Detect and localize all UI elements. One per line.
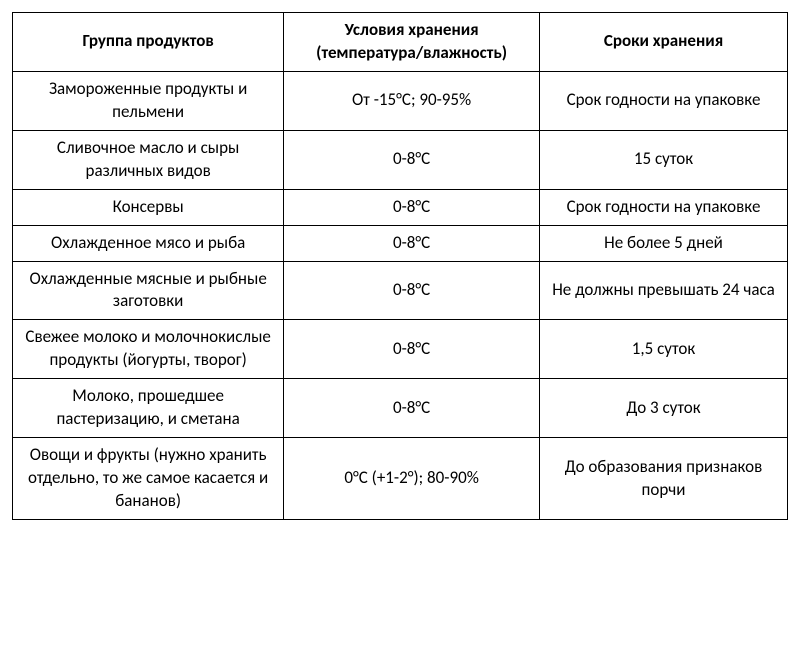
cell-conditions: 0-8°C bbox=[284, 225, 540, 261]
table-row: Свежее молоко и молочнокислые продукты (… bbox=[13, 320, 788, 379]
cell-conditions: 0-8°C bbox=[284, 379, 540, 438]
cell-product-group: Замороженные продукты и пельмени bbox=[13, 71, 284, 130]
table-row: Консервы 0-8°C Срок годности на упаковке bbox=[13, 189, 788, 225]
cell-shelf-life: Не должны превышать 24 часа bbox=[540, 261, 788, 320]
storage-conditions-table: Группа продуктов Условия хранения (темпе… bbox=[12, 12, 788, 520]
cell-product-group: Сливочное масло и сыры различных видов bbox=[13, 130, 284, 189]
cell-product-group: Молоко, прошедшее пастеризацию, и сметан… bbox=[13, 379, 284, 438]
cell-product-group: Охлажденные мясные и рыбные заготовки bbox=[13, 261, 284, 320]
cell-shelf-life: Не более 5 дней bbox=[540, 225, 788, 261]
cell-conditions: 0-8°C bbox=[284, 189, 540, 225]
table-row: Молоко, прошедшее пастеризацию, и сметан… bbox=[13, 379, 788, 438]
col-header-product-group: Группа продуктов bbox=[13, 13, 284, 72]
cell-conditions: 0°C (+1-2°); 80-90% bbox=[284, 438, 540, 520]
cell-conditions: 0-8°C bbox=[284, 320, 540, 379]
cell-shelf-life: 1,5 суток bbox=[540, 320, 788, 379]
cell-shelf-life: Срок годности на упаковке bbox=[540, 189, 788, 225]
cell-shelf-life: 15 суток bbox=[540, 130, 788, 189]
cell-product-group: Консервы bbox=[13, 189, 284, 225]
cell-product-group: Свежее молоко и молочнокислые продукты (… bbox=[13, 320, 284, 379]
table-row: Охлажденное мясо и рыба 0-8°C Не более 5… bbox=[13, 225, 788, 261]
col-header-shelf-life: Сроки хранения bbox=[540, 13, 788, 72]
table-row: Овощи и фрукты (нужно хранить отдельно, … bbox=[13, 438, 788, 520]
col-header-conditions: Условия хранения (температура/влажность) bbox=[284, 13, 540, 72]
table-row: Сливочное масло и сыры различных видов 0… bbox=[13, 130, 788, 189]
cell-product-group: Овощи и фрукты (нужно хранить отдельно, … bbox=[13, 438, 284, 520]
cell-product-group: Охлажденное мясо и рыба bbox=[13, 225, 284, 261]
table-header-row: Группа продуктов Условия хранения (темпе… bbox=[13, 13, 788, 72]
cell-shelf-life: Срок годности на упаковке bbox=[540, 71, 788, 130]
cell-conditions: От -15°C; 90-95% bbox=[284, 71, 540, 130]
table-row: Охлажденные мясные и рыбные заготовки 0-… bbox=[13, 261, 788, 320]
cell-shelf-life: До образования признаков порчи bbox=[540, 438, 788, 520]
cell-shelf-life: До 3 суток bbox=[540, 379, 788, 438]
cell-conditions: 0-8°C bbox=[284, 130, 540, 189]
table-row: Замороженные продукты и пельмени От -15°… bbox=[13, 71, 788, 130]
cell-conditions: 0-8°C bbox=[284, 261, 540, 320]
